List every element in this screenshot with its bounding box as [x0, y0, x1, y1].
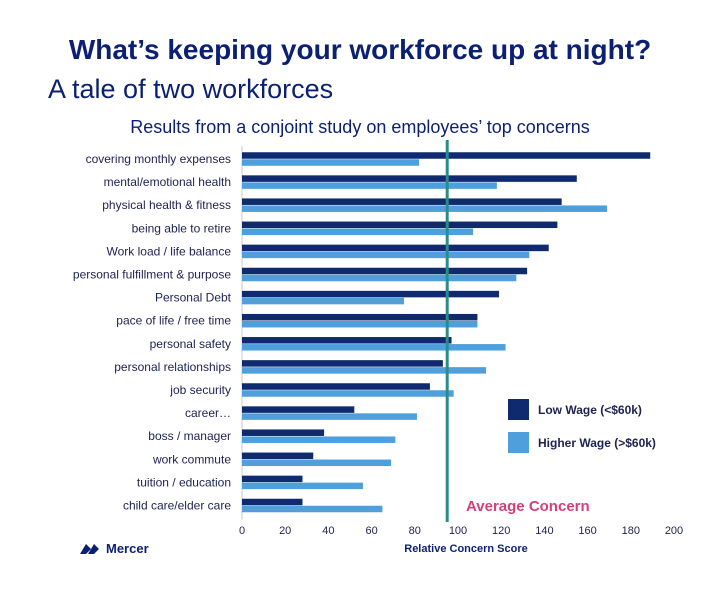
x-tick-label: 120: [492, 525, 510, 537]
x-tick-label: 0: [239, 525, 245, 537]
bar-higher-wage: [242, 390, 454, 397]
bar-low-wage: [242, 290, 500, 298]
bar-low-wage: [242, 452, 314, 460]
x-tick-label: 20: [279, 525, 291, 537]
x-tick-label: 40: [322, 525, 334, 537]
category-label: personal safety: [150, 337, 231, 351]
mercer-logo-text: Mercer: [106, 541, 149, 556]
bar-low-wage: [242, 383, 430, 390]
category-label: covering monthly expenses: [86, 152, 231, 166]
x-tick-label: 200: [665, 525, 683, 537]
category-label: career…: [185, 406, 231, 420]
chart-title: What’s keeping your workforce up at nigh…: [68, 34, 652, 65]
category-label: tuition / education: [137, 475, 231, 489]
category-label: work commute: [152, 452, 231, 466]
category-label: child care/elder care: [123, 499, 231, 513]
bar-low-wage: [242, 360, 443, 367]
bar-low-wage: [242, 221, 558, 229]
bar-higher-wage: [242, 297, 404, 305]
category-label: Work load / life balance: [106, 244, 231, 258]
bar-higher-wage: [242, 251, 530, 259]
bar-higher-wage: [242, 436, 396, 443]
category-label: personal relationships: [114, 360, 231, 374]
bar-higher-wage: [242, 459, 392, 467]
bar-higher-wage: [242, 274, 517, 282]
bar-low-wage: [242, 198, 562, 205]
legend-label: Higher Wage (>$60k): [538, 436, 656, 450]
bar-higher-wage: [242, 320, 478, 328]
bar-higher-wage: [242, 182, 497, 189]
category-label: physical health & fitness: [102, 198, 231, 212]
bar-low-wage: [242, 244, 549, 252]
bar-higher-wage: [242, 413, 417, 420]
category-label: being able to retire: [132, 221, 232, 235]
mercer-logo-icon: [80, 543, 99, 554]
x-axis-title: Relative Concern Score: [404, 543, 528, 555]
x-tick-label: 80: [409, 525, 421, 537]
bar-higher-wage: [242, 505, 383, 513]
bar-higher-wage: [242, 367, 487, 374]
bar-higher-wage: [242, 159, 420, 166]
bar-higher-wage: [242, 344, 506, 351]
category-label: pace of life / free time: [116, 314, 231, 328]
x-tick-label: 180: [622, 525, 640, 537]
chart-study-caption: Results from a conjoint study on employe…: [130, 117, 590, 137]
bar-low-wage: [242, 337, 452, 344]
legend-swatch-low-wage: [508, 399, 529, 420]
bar-higher-wage: [242, 205, 608, 212]
mercer-logo: Mercer: [80, 541, 149, 556]
bar-low-wage: [242, 429, 325, 436]
x-tick-label: 160: [578, 525, 596, 537]
bar-low-wage: [242, 175, 577, 182]
x-tick-label: 100: [449, 525, 467, 537]
bar-low-wage: [242, 406, 355, 413]
bar-higher-wage: [242, 482, 363, 490]
chart-subtitle: A tale of two workforces: [48, 74, 334, 104]
category-label: Personal Debt: [155, 291, 232, 305]
category-label: job security: [169, 383, 231, 397]
bar-higher-wage: [242, 228, 474, 236]
x-tick-label: 60: [365, 525, 377, 537]
legend-label: Low Wage (<$60k): [538, 403, 642, 417]
bar-low-wage: [242, 267, 528, 275]
bar-low-wage: [242, 498, 303, 506]
legend-swatch-higher-wage: [508, 432, 529, 453]
bar-low-wage: [242, 475, 303, 483]
category-label: boss / manager: [148, 429, 231, 443]
bar-low-wage: [242, 313, 478, 321]
average-concern-label: Average Concern: [466, 498, 590, 515]
x-tick-label: 140: [535, 525, 553, 537]
category-label: mental/emotional health: [104, 175, 231, 189]
category-label: personal fulfillment & purpose: [73, 268, 231, 282]
